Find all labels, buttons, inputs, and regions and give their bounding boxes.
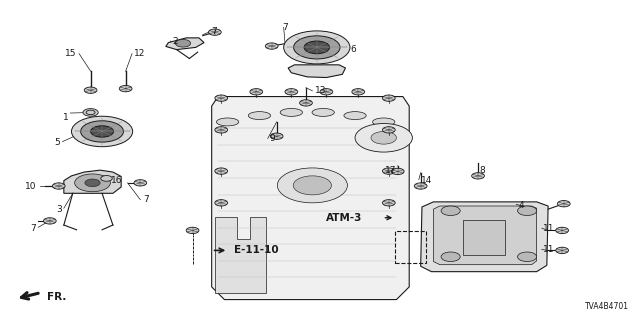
Circle shape bbox=[383, 168, 395, 174]
Circle shape bbox=[556, 227, 568, 234]
Circle shape bbox=[83, 108, 99, 116]
Circle shape bbox=[134, 180, 147, 186]
Circle shape bbox=[383, 127, 395, 133]
Circle shape bbox=[270, 133, 283, 140]
Text: 17: 17 bbox=[385, 166, 396, 175]
Text: 3: 3 bbox=[56, 205, 62, 214]
Text: 8: 8 bbox=[479, 166, 485, 175]
Text: 5: 5 bbox=[54, 138, 60, 147]
Ellipse shape bbox=[248, 112, 271, 120]
Circle shape bbox=[518, 252, 537, 261]
Text: 14: 14 bbox=[420, 176, 432, 185]
Circle shape bbox=[294, 36, 340, 59]
Circle shape bbox=[320, 89, 333, 95]
Circle shape bbox=[556, 247, 568, 253]
Polygon shape bbox=[166, 38, 204, 50]
Text: 15: 15 bbox=[65, 49, 77, 58]
Circle shape bbox=[277, 168, 348, 203]
Bar bbox=[463, 220, 505, 255]
Polygon shape bbox=[64, 170, 121, 193]
Polygon shape bbox=[420, 202, 548, 272]
Text: 7: 7 bbox=[31, 224, 36, 233]
Text: 16: 16 bbox=[111, 176, 122, 185]
Text: ATM-3: ATM-3 bbox=[326, 213, 363, 223]
Circle shape bbox=[100, 176, 112, 181]
Text: 7: 7 bbox=[282, 23, 288, 32]
Circle shape bbox=[472, 173, 484, 179]
Circle shape bbox=[414, 183, 427, 189]
Ellipse shape bbox=[344, 112, 366, 120]
Circle shape bbox=[75, 174, 110, 192]
Circle shape bbox=[81, 121, 124, 142]
Circle shape bbox=[44, 218, 56, 224]
Circle shape bbox=[371, 132, 396, 144]
Circle shape bbox=[285, 89, 298, 95]
Ellipse shape bbox=[372, 118, 395, 126]
Circle shape bbox=[209, 29, 221, 35]
Circle shape bbox=[266, 43, 278, 49]
Circle shape bbox=[352, 89, 365, 95]
Text: FR.: FR. bbox=[47, 292, 67, 302]
Circle shape bbox=[72, 116, 132, 147]
Text: 10: 10 bbox=[25, 182, 36, 191]
Text: 11: 11 bbox=[543, 245, 554, 254]
Text: TVA4B4701: TVA4B4701 bbox=[585, 302, 629, 311]
Circle shape bbox=[175, 39, 191, 47]
Circle shape bbox=[392, 168, 404, 175]
Circle shape bbox=[91, 126, 113, 137]
Circle shape bbox=[383, 95, 395, 101]
Text: 7: 7 bbox=[143, 195, 148, 204]
Circle shape bbox=[85, 179, 100, 187]
Text: 11: 11 bbox=[543, 224, 554, 233]
Circle shape bbox=[186, 227, 199, 234]
Ellipse shape bbox=[216, 118, 239, 126]
Circle shape bbox=[284, 31, 350, 64]
Circle shape bbox=[441, 206, 460, 215]
Ellipse shape bbox=[312, 108, 334, 116]
Text: 6: 6 bbox=[351, 45, 356, 54]
Ellipse shape bbox=[280, 108, 303, 116]
Polygon shape bbox=[288, 65, 346, 77]
Circle shape bbox=[557, 201, 570, 207]
Circle shape bbox=[215, 127, 228, 133]
Circle shape bbox=[518, 206, 537, 215]
Circle shape bbox=[215, 168, 228, 174]
Circle shape bbox=[84, 87, 97, 93]
Polygon shape bbox=[212, 97, 409, 300]
Circle shape bbox=[293, 176, 332, 195]
Circle shape bbox=[250, 89, 262, 95]
Polygon shape bbox=[433, 206, 537, 265]
Text: E-11-10: E-11-10 bbox=[234, 245, 278, 255]
Circle shape bbox=[355, 124, 412, 152]
Circle shape bbox=[52, 183, 65, 189]
Polygon shape bbox=[215, 217, 266, 293]
Circle shape bbox=[304, 41, 330, 54]
Text: 1: 1 bbox=[63, 113, 68, 122]
Text: 7: 7 bbox=[212, 27, 218, 36]
Circle shape bbox=[383, 200, 395, 206]
Circle shape bbox=[441, 252, 460, 261]
Text: 13: 13 bbox=[315, 86, 326, 95]
Text: 12: 12 bbox=[134, 49, 145, 58]
Circle shape bbox=[215, 95, 228, 101]
Circle shape bbox=[86, 110, 95, 115]
Circle shape bbox=[300, 100, 312, 106]
Bar bbox=[395, 231, 426, 263]
Circle shape bbox=[215, 200, 228, 206]
Text: 9: 9 bbox=[269, 134, 275, 143]
Circle shape bbox=[119, 85, 132, 92]
Text: 2: 2 bbox=[172, 36, 178, 45]
Text: 4: 4 bbox=[519, 201, 524, 210]
